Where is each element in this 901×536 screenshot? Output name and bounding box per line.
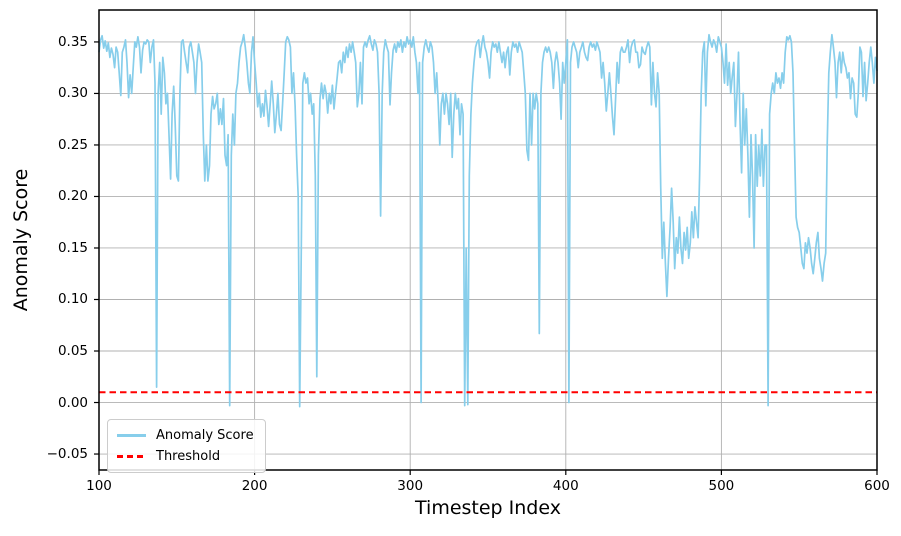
line-swatch-icon — [117, 434, 146, 437]
x-tick-label: 500 — [708, 478, 735, 494]
y-tick-label: 0.05 — [57, 343, 88, 359]
legend-entry-anomaly-score: Anomaly Score — [117, 427, 254, 444]
y-tick-label: 0.20 — [57, 188, 88, 205]
x-axis-label: Timestep Index — [415, 497, 561, 519]
y-tick-label: 0.00 — [57, 394, 88, 411]
y-tick-label: 0.35 — [57, 33, 88, 50]
legend: Anomaly Score Threshold — [107, 419, 266, 473]
legend-label: Threshold — [156, 449, 221, 464]
anomaly-score-line — [98, 33, 878, 408]
legend-label: Anomaly Score — [156, 428, 254, 443]
y-tick-label: 0.10 — [57, 291, 88, 308]
y-tick-label: 0.25 — [57, 136, 88, 153]
plot-border — [98, 9, 878, 471]
y-tick-label: 0.15 — [57, 239, 88, 256]
y-tick-label: 0.30 — [57, 85, 88, 102]
legend-entry-threshold: Threshold — [117, 448, 254, 465]
y-tick-label: −0.05 — [46, 446, 88, 463]
x-tick-label: 100 — [86, 478, 112, 494]
x-tick-label: 200 — [241, 478, 268, 494]
dashed-line-swatch-icon — [117, 455, 146, 458]
x-tick-label: 300 — [397, 478, 424, 494]
x-tick-label: 400 — [552, 478, 579, 494]
x-tick-label: 600 — [864, 478, 890, 494]
